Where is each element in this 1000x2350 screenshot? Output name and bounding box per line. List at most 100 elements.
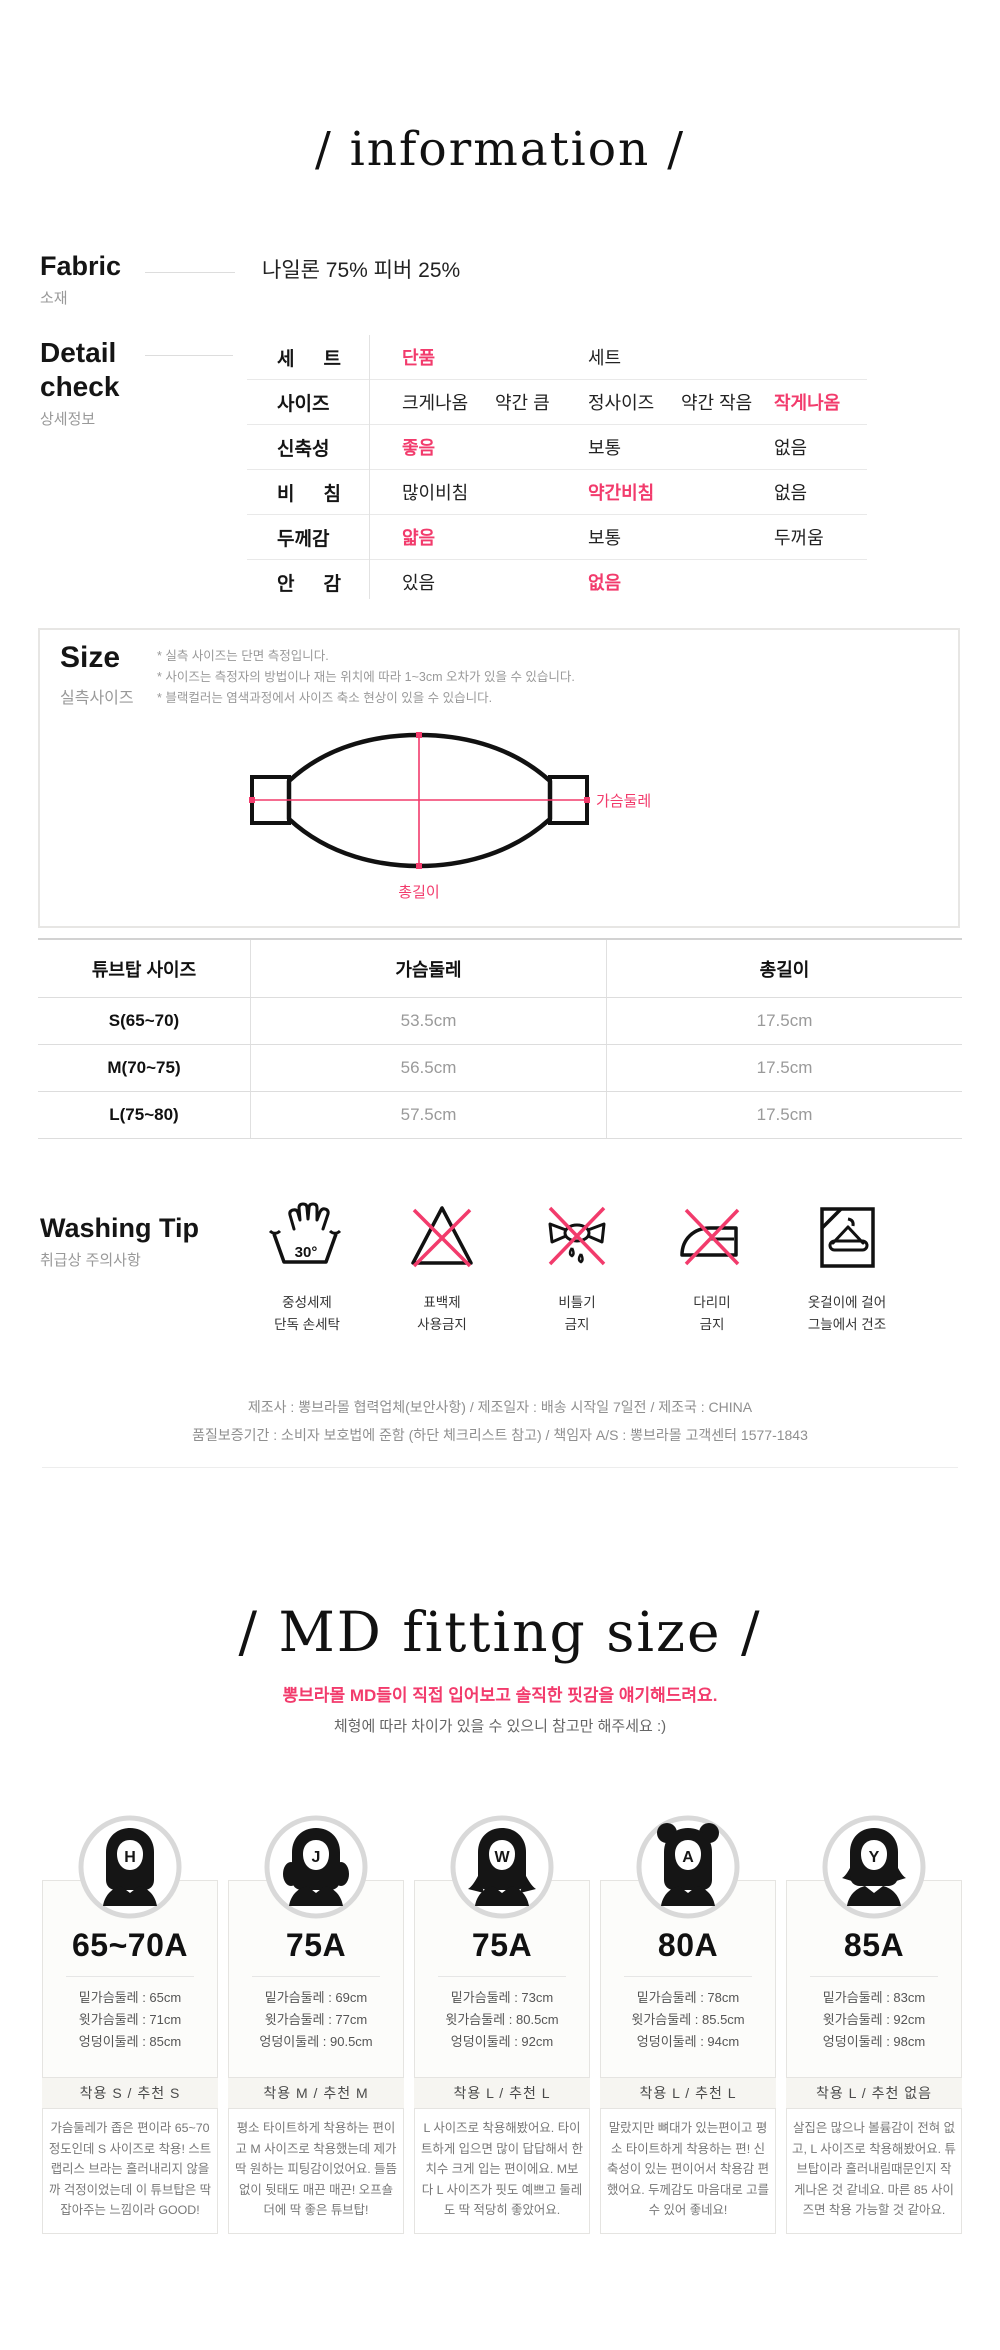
chest-measure-label: 가슴둘레 — [596, 793, 651, 810]
detail-cell: 약간 큼 — [495, 393, 550, 413]
detail-cell — [495, 569, 588, 595]
detail-row-label: 안 감 — [277, 573, 341, 595]
md-avatar-flipped-bob: W — [450, 1815, 554, 1919]
length-cell: 17.5cm — [606, 1045, 962, 1091]
size-table-header-cell: 튜브탑 사이즈 — [91, 959, 197, 980]
detail-section-label: Detail check 상세정보 — [40, 336, 119, 429]
chest-cell: 57.5cm — [250, 1092, 606, 1138]
md-card-divider — [624, 1976, 752, 1977]
md-card-divider — [438, 1976, 566, 1977]
detail-cell — [495, 524, 588, 550]
detail-cell: 보통 — [588, 528, 622, 548]
size-table: 튜브탑 사이즈 가슴둘레 총길이 S(65~70) 53.5cm 17.5cm … — [38, 938, 962, 1139]
md-subtitle-gray: 체형에 따라 차이가 있을 수 있으니 참고만 해주세요 :) — [333, 1718, 667, 1735]
fabric-label: Fabric — [40, 251, 122, 281]
detail-cell: 없음 — [774, 483, 808, 503]
md-measurements: 밑가슴둘레 : 69cm 윗가슴둘레 : 77cm 엉덩이둘레 : 90.5cm — [259, 1990, 373, 2049]
detail-cell: 많이비침 — [402, 483, 469, 503]
detail-table-vertical-line — [369, 335, 370, 599]
detail-cell — [774, 344, 867, 370]
fabric-section-label: Fabric 소재 — [40, 250, 121, 308]
md-subtitle-pink: 뽕브라몰 MD들이 직접 입어보고 솔직한 핏감을 얘기해드려요. — [282, 1686, 718, 1705]
size-sublabel: 실측사이즈 — [60, 690, 134, 707]
detail-cell: 보통 — [588, 438, 622, 458]
size-notes: * 실측 사이즈는 단면 측정입니다. * 사이즈는 측정자의 방법이나 재는 … — [157, 646, 575, 709]
md-bra-size: 75A — [471, 1927, 533, 1963]
detail-row-size: 사이즈 크게나옴 약간 큼 정사이즈 약간 작음 작게나옴 — [247, 380, 867, 425]
detail-cell — [681, 524, 774, 550]
detail-row-stretch: 신축성 좋음 보통 없음 — [247, 425, 867, 470]
md-fitting-cards: H 65~70A 밑가슴둘레 : 65cm 윗가슴둘레 : 71cm 엉덩이둘레 :… — [42, 1815, 962, 2234]
detail-cell: 없음 — [588, 573, 622, 593]
handwash-label: 중성세제 단독 손세탁 — [274, 1295, 340, 1332]
md-avatar-letter: A — [682, 1849, 694, 1866]
detail-cell: 약간비침 — [588, 483, 655, 503]
length-cell: 17.5cm — [606, 1092, 962, 1138]
fabric-divider-line — [145, 272, 235, 273]
md-fitting-title: / MD fitting size / — [238, 1600, 762, 1664]
size-label: Size — [60, 641, 121, 674]
md-avatar-long-hair: H — [78, 1815, 182, 1919]
section-divider-line — [42, 1467, 958, 1468]
detail-label-line2: check — [40, 370, 120, 402]
shade-dry-label: 옷걸이에 걸어 그늘에서 건조 — [807, 1295, 887, 1332]
detail-check-table: 세 트 단품 세트 사이즈 크게나옴 약간 큼 정사이즈 약간 작음 작게나옴 … — [247, 335, 867, 604]
detail-row-label: 사이즈 — [277, 393, 330, 415]
fabric-value: 나일론 75% 피버 25% — [262, 259, 461, 282]
no-bleach-label: 표백제 사용금지 — [417, 1295, 467, 1332]
length-cell: 17.5cm — [606, 998, 962, 1044]
detail-row-label: 두께감 — [277, 528, 330, 550]
size-table-header: 튜브탑 사이즈 가슴둘레 총길이 — [38, 940, 962, 998]
detail-divider-line — [145, 355, 233, 356]
md-avatar-letter: W — [494, 1849, 510, 1866]
md-bra-size: 80A — [657, 1927, 719, 1963]
md-bra-size: 75A — [285, 1927, 347, 1963]
fabric-sublabel: 소재 — [40, 290, 68, 308]
detail-cell — [681, 434, 774, 460]
no-iron-label: 다리미 금지 — [693, 1295, 731, 1332]
md-bra-size: 65~70A — [72, 1927, 188, 1963]
detail-row-lining: 안 감 있음 없음 — [247, 560, 867, 604]
md-bra-size: 85A — [843, 1927, 905, 1963]
md-measurements: 밑가슴둘레 : 73cm 윗가슴둘레 : 80.5cm 엉덩이둘레 : 92cm — [445, 1990, 559, 2049]
md-avatar-letter: Y — [869, 1849, 880, 1866]
no-iron-icon — [680, 1208, 740, 1266]
detail-row-label: 비 침 — [277, 483, 341, 505]
detail-cell: 없음 — [774, 438, 808, 458]
size-section: Size 실측사이즈 * 실측 사이즈는 단면 측정입니다. * 사이즈는 측정… — [38, 628, 960, 928]
detail-label-line1: Detail — [40, 337, 117, 368]
md-avatar-pigtails: J — [264, 1815, 368, 1919]
no-wring-icon — [548, 1206, 606, 1266]
size-table-row: S(65~70) 53.5cm 17.5cm — [38, 998, 962, 1045]
size-table-row: M(70~75) 56.5cm 17.5cm — [38, 1045, 962, 1092]
length-measure-label: 총길이 — [398, 884, 439, 901]
md-fit-recommendation: 착용 S / 추천 S — [42, 2077, 218, 2109]
size-note: * 사이즈는 측정자의 방법이나 재는 위치에 따라 1~3cm 오차가 있을 … — [157, 670, 575, 684]
md-avatar-short-bob: Y — [822, 1815, 926, 1919]
size-note: * 블랙컬러는 염색과정에서 사이즈 축소 현상이 있을 수 있습니다. — [157, 691, 493, 705]
detail-cell — [681, 344, 774, 370]
md-card: A 80A 밑가슴둘레 : 78cm 윗가슴둘레 : 85.5cm 엉덩이둘레 : … — [600, 1815, 776, 2234]
md-fit-recommendation: 착용 M / 추천 M — [228, 2077, 404, 2109]
handwash-30-icon: 30° — [268, 1202, 342, 1264]
washing-label: Washing Tip — [40, 1213, 199, 1243]
md-card-divider — [252, 1976, 380, 1977]
size-note: * 실측 사이즈는 단면 측정입니다. — [157, 649, 329, 663]
md-review-text: 가슴둘레가 좁은 편이라 65~70 정도인데 S 사이즈로 착용! 스트랩리스… — [43, 2109, 217, 2233]
washing-sublabel: 취급상 주의사항 — [40, 1252, 141, 1270]
detail-cell: 얇음 — [402, 528, 436, 548]
md-card: Y 85A 밑가슴둘레 : 83cm 윗가슴둘레 : 92cm 엉덩이둘레 : 98… — [786, 1815, 962, 2234]
detail-cell: 단품 — [402, 348, 436, 368]
handwash-degree-label: 30° — [295, 1244, 318, 1261]
md-card-divider — [810, 1976, 938, 1977]
detail-cell: 크게나옴 — [402, 393, 469, 413]
size-cell: L(75~80) — [109, 1105, 179, 1124]
detail-cell: 작게나옴 — [774, 393, 841, 413]
detail-cell — [681, 569, 774, 595]
md-measurements: 밑가슴둘레 : 78cm 윗가슴둘레 : 85.5cm 엉덩이둘레 : 94cm — [631, 1990, 745, 2049]
manufacturer-line2: 품질보증기간 : 소비자 보호법에 준함 (하단 체크리스트 참고) / 책임자… — [192, 1427, 808, 1443]
chest-cell: 53.5cm — [250, 998, 606, 1044]
md-avatar-buns: A — [636, 1815, 740, 1919]
detail-cell: 좋음 — [402, 438, 436, 458]
